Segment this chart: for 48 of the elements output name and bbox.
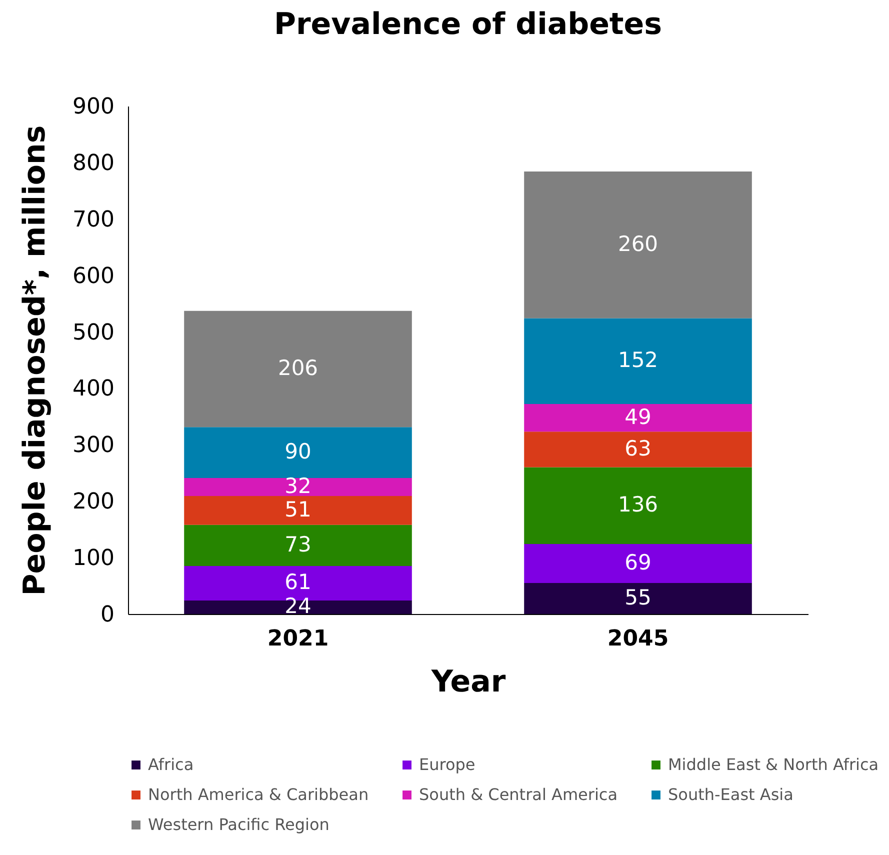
y-tick-label: 300 bbox=[72, 433, 114, 458]
y-tick-label: 400 bbox=[72, 376, 114, 402]
data-label: 55 bbox=[624, 585, 652, 610]
data-label: 24 bbox=[284, 594, 312, 618]
data-label: 32 bbox=[284, 474, 312, 498]
x-axis-title: Year bbox=[430, 664, 506, 700]
bar bbox=[524, 582, 752, 614]
y-tick-label: 800 bbox=[72, 150, 114, 176]
y-axis-title: People diagnosed*, millions bbox=[18, 125, 53, 596]
data-label: 51 bbox=[284, 497, 312, 522]
legend-label: Africa bbox=[148, 755, 194, 774]
y-tick-label: 900 bbox=[72, 94, 114, 120]
bar bbox=[184, 310, 412, 428]
x-tick-label: 2021 bbox=[267, 626, 329, 652]
legend-label: Europe bbox=[419, 755, 476, 774]
legend-label: South-East Asia bbox=[668, 785, 794, 804]
legend-label: South & Central America bbox=[419, 785, 618, 804]
data-label: 49 bbox=[624, 404, 652, 429]
bar bbox=[524, 544, 752, 583]
y-tick-label: 200 bbox=[72, 490, 114, 515]
data-label: 136 bbox=[618, 492, 658, 517]
y-tick-label: 600 bbox=[72, 264, 114, 289]
data-label: 73 bbox=[284, 532, 312, 556]
bar bbox=[524, 171, 752, 318]
data-label: 90 bbox=[284, 440, 312, 464]
bar bbox=[524, 404, 752, 432]
legend-label: Middle East & North Africa bbox=[668, 755, 879, 774]
x-tick-label: 2045 bbox=[607, 626, 669, 652]
bar bbox=[184, 478, 412, 496]
y-tick-label: 100 bbox=[72, 546, 114, 572]
y-tick-label: 500 bbox=[72, 320, 114, 346]
bar bbox=[524, 467, 752, 544]
chart-title: Prevalence of diabetes bbox=[274, 7, 662, 42]
legend-label: North America & Caribbean bbox=[148, 785, 369, 804]
data-label: 152 bbox=[618, 348, 658, 372]
data-label: 260 bbox=[618, 232, 658, 256]
legend-label: Western Pacific Region bbox=[148, 815, 330, 834]
data-label: 206 bbox=[278, 356, 318, 380]
y-tick-label: 700 bbox=[72, 207, 114, 232]
y-tick-label: 0 bbox=[100, 602, 114, 628]
bar bbox=[524, 318, 752, 404]
bar bbox=[184, 524, 412, 566]
bar bbox=[184, 427, 412, 478]
data-label: 61 bbox=[284, 570, 312, 594]
data-label: 63 bbox=[624, 436, 652, 460]
bar bbox=[524, 432, 752, 468]
data-label: 69 bbox=[624, 550, 652, 574]
bar bbox=[184, 496, 412, 525]
